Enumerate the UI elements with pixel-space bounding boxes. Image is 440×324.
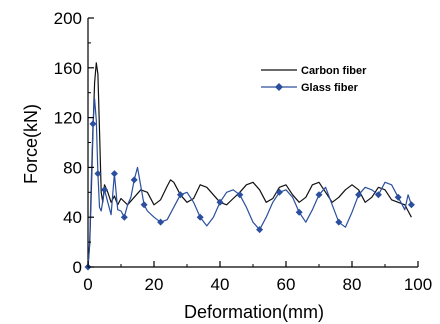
series-point-glass-fiber (101, 186, 108, 194)
series-point-glass-fiber (275, 188, 283, 196)
legend-label-glass-fiber: Glass fiber (301, 82, 359, 94)
series-point-glass-fiber (374, 191, 382, 199)
axes (87, 18, 418, 268)
series-point-glass-fiber (140, 201, 148, 209)
x-tick-label: 20 (145, 275, 164, 294)
series-point-glass-fiber (407, 201, 415, 209)
series-layer (84, 62, 415, 271)
x-tick-label: 100 (404, 275, 432, 294)
x-axis-title: Deformation(mm) (184, 302, 324, 322)
series-point-glass-fiber (110, 170, 118, 178)
x-tick-label: 0 (83, 275, 92, 294)
y-tick-label: 80 (63, 158, 82, 177)
y-tick-label: 200 (54, 9, 82, 28)
y-tick-label: 120 (54, 109, 82, 128)
series-point-glass-fiber (216, 198, 224, 206)
series-point-glass-fiber (295, 208, 303, 216)
series-point-glass-fiber (335, 218, 343, 226)
series-point-glass-fiber (236, 191, 244, 199)
series-point-glass-fiber (315, 191, 323, 199)
series-line-carbon-fiber (87, 62, 412, 268)
series-point-glass-fiber (130, 176, 138, 184)
series-point-glass-fiber (89, 120, 97, 128)
series-point-glass-fiber (196, 213, 204, 221)
x-tick-label: 40 (211, 275, 230, 294)
legend-marker-glass-fiber (275, 83, 283, 91)
series-point-glass-fiber (157, 218, 165, 226)
y-tick-label: 0 (73, 258, 82, 277)
x-tick-label: 80 (343, 275, 362, 294)
series-point-glass-fiber (120, 213, 128, 221)
series-line-glass-fiber (87, 98, 412, 268)
y-tick-label: 160 (54, 59, 82, 78)
x-tick-label: 60 (277, 275, 296, 294)
series-point-glass-fiber (176, 191, 184, 199)
series-point-glass-fiber (355, 191, 363, 199)
legend-label-carbon-fiber: Carbon fiber (301, 65, 367, 77)
y-tick-label: 40 (63, 208, 82, 227)
ticks-layer: 0 20 40 60 80 100 0 40 80 120 160 200 (54, 9, 433, 294)
legend: Carbon fiber Glass fiber (261, 65, 367, 94)
series-point-glass-fiber (394, 193, 402, 201)
series-point-glass-fiber (256, 226, 264, 234)
y-axis-title: Force(kN) (21, 104, 41, 184)
series-point-glass-fiber (94, 170, 102, 178)
